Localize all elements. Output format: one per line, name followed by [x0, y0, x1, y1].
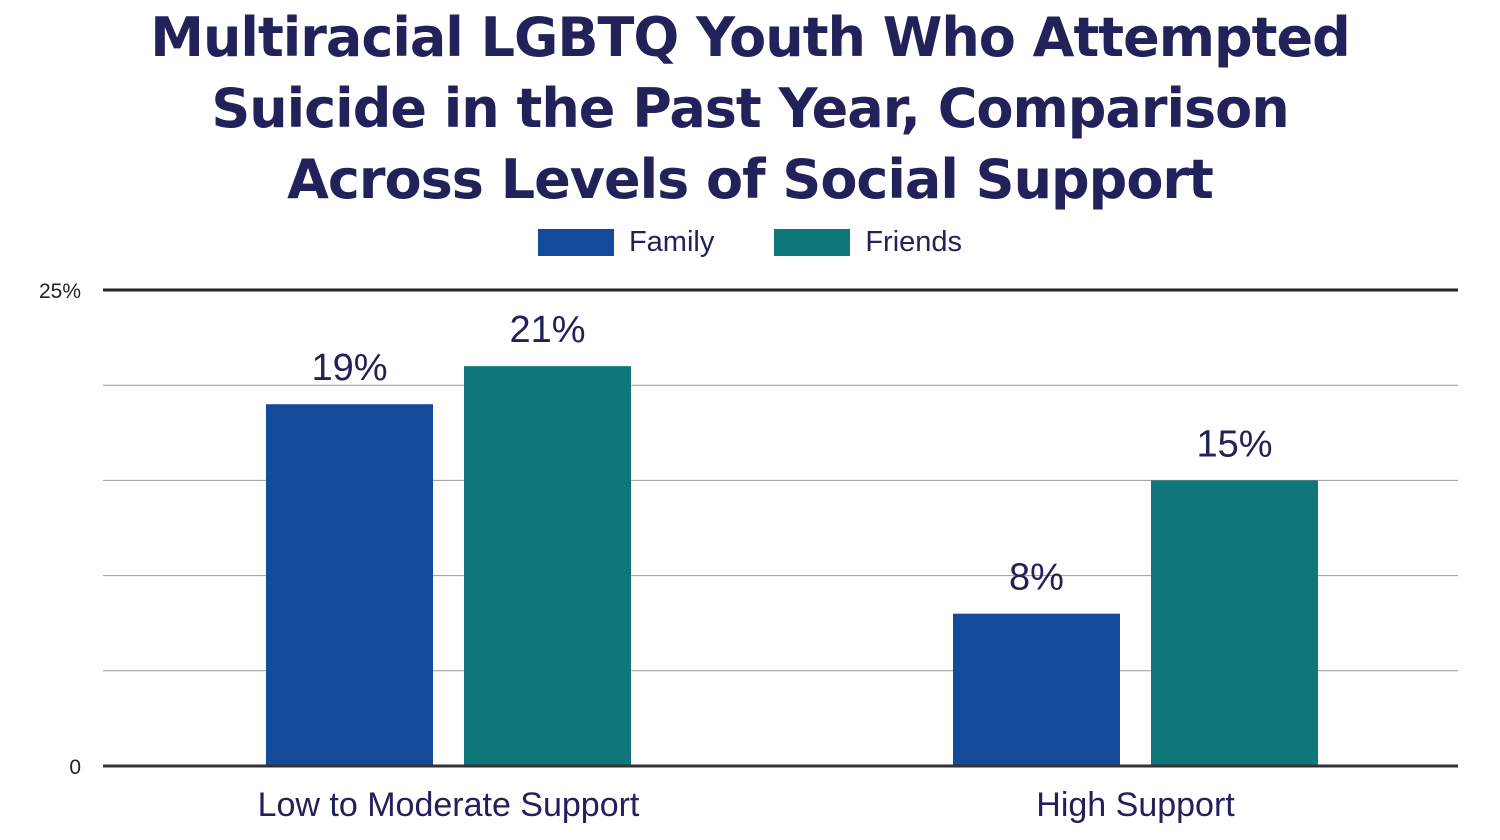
x-tick-label: High Support [1036, 786, 1235, 824]
legend-item-family: Family [537, 226, 715, 259]
x-tick-label: Low to Moderate Support [258, 786, 640, 824]
bar-friends [464, 366, 631, 766]
legend-swatch-family [537, 229, 614, 256]
legend-label-friends: Friends [865, 226, 963, 258]
legend-swatch-friends [774, 229, 851, 256]
chart-title: Multiracial LGBTQ Youth Who Attempted Su… [0, 2, 1500, 215]
data-label: 21% [509, 309, 585, 351]
y-tick-label: 25% [39, 280, 81, 303]
bar-family [953, 613, 1120, 766]
y-tick-label: 0 [69, 756, 81, 779]
legend-item-friends: Friends [774, 226, 962, 259]
data-label: 15% [1196, 423, 1272, 465]
title-line: Suicide in the Past Year, Comparison [211, 77, 1289, 140]
title-line: Across Levels of Social Support [287, 148, 1214, 211]
legend-label-family: Family [628, 226, 715, 258]
bar-family [266, 404, 433, 766]
title-line: Multiracial LGBTQ Youth Who Attempted [150, 6, 1351, 69]
bar-friends [1151, 480, 1318, 766]
legend: Family Friends [0, 226, 1500, 259]
data-label: 8% [1009, 557, 1064, 599]
data-label: 19% [311, 347, 387, 389]
